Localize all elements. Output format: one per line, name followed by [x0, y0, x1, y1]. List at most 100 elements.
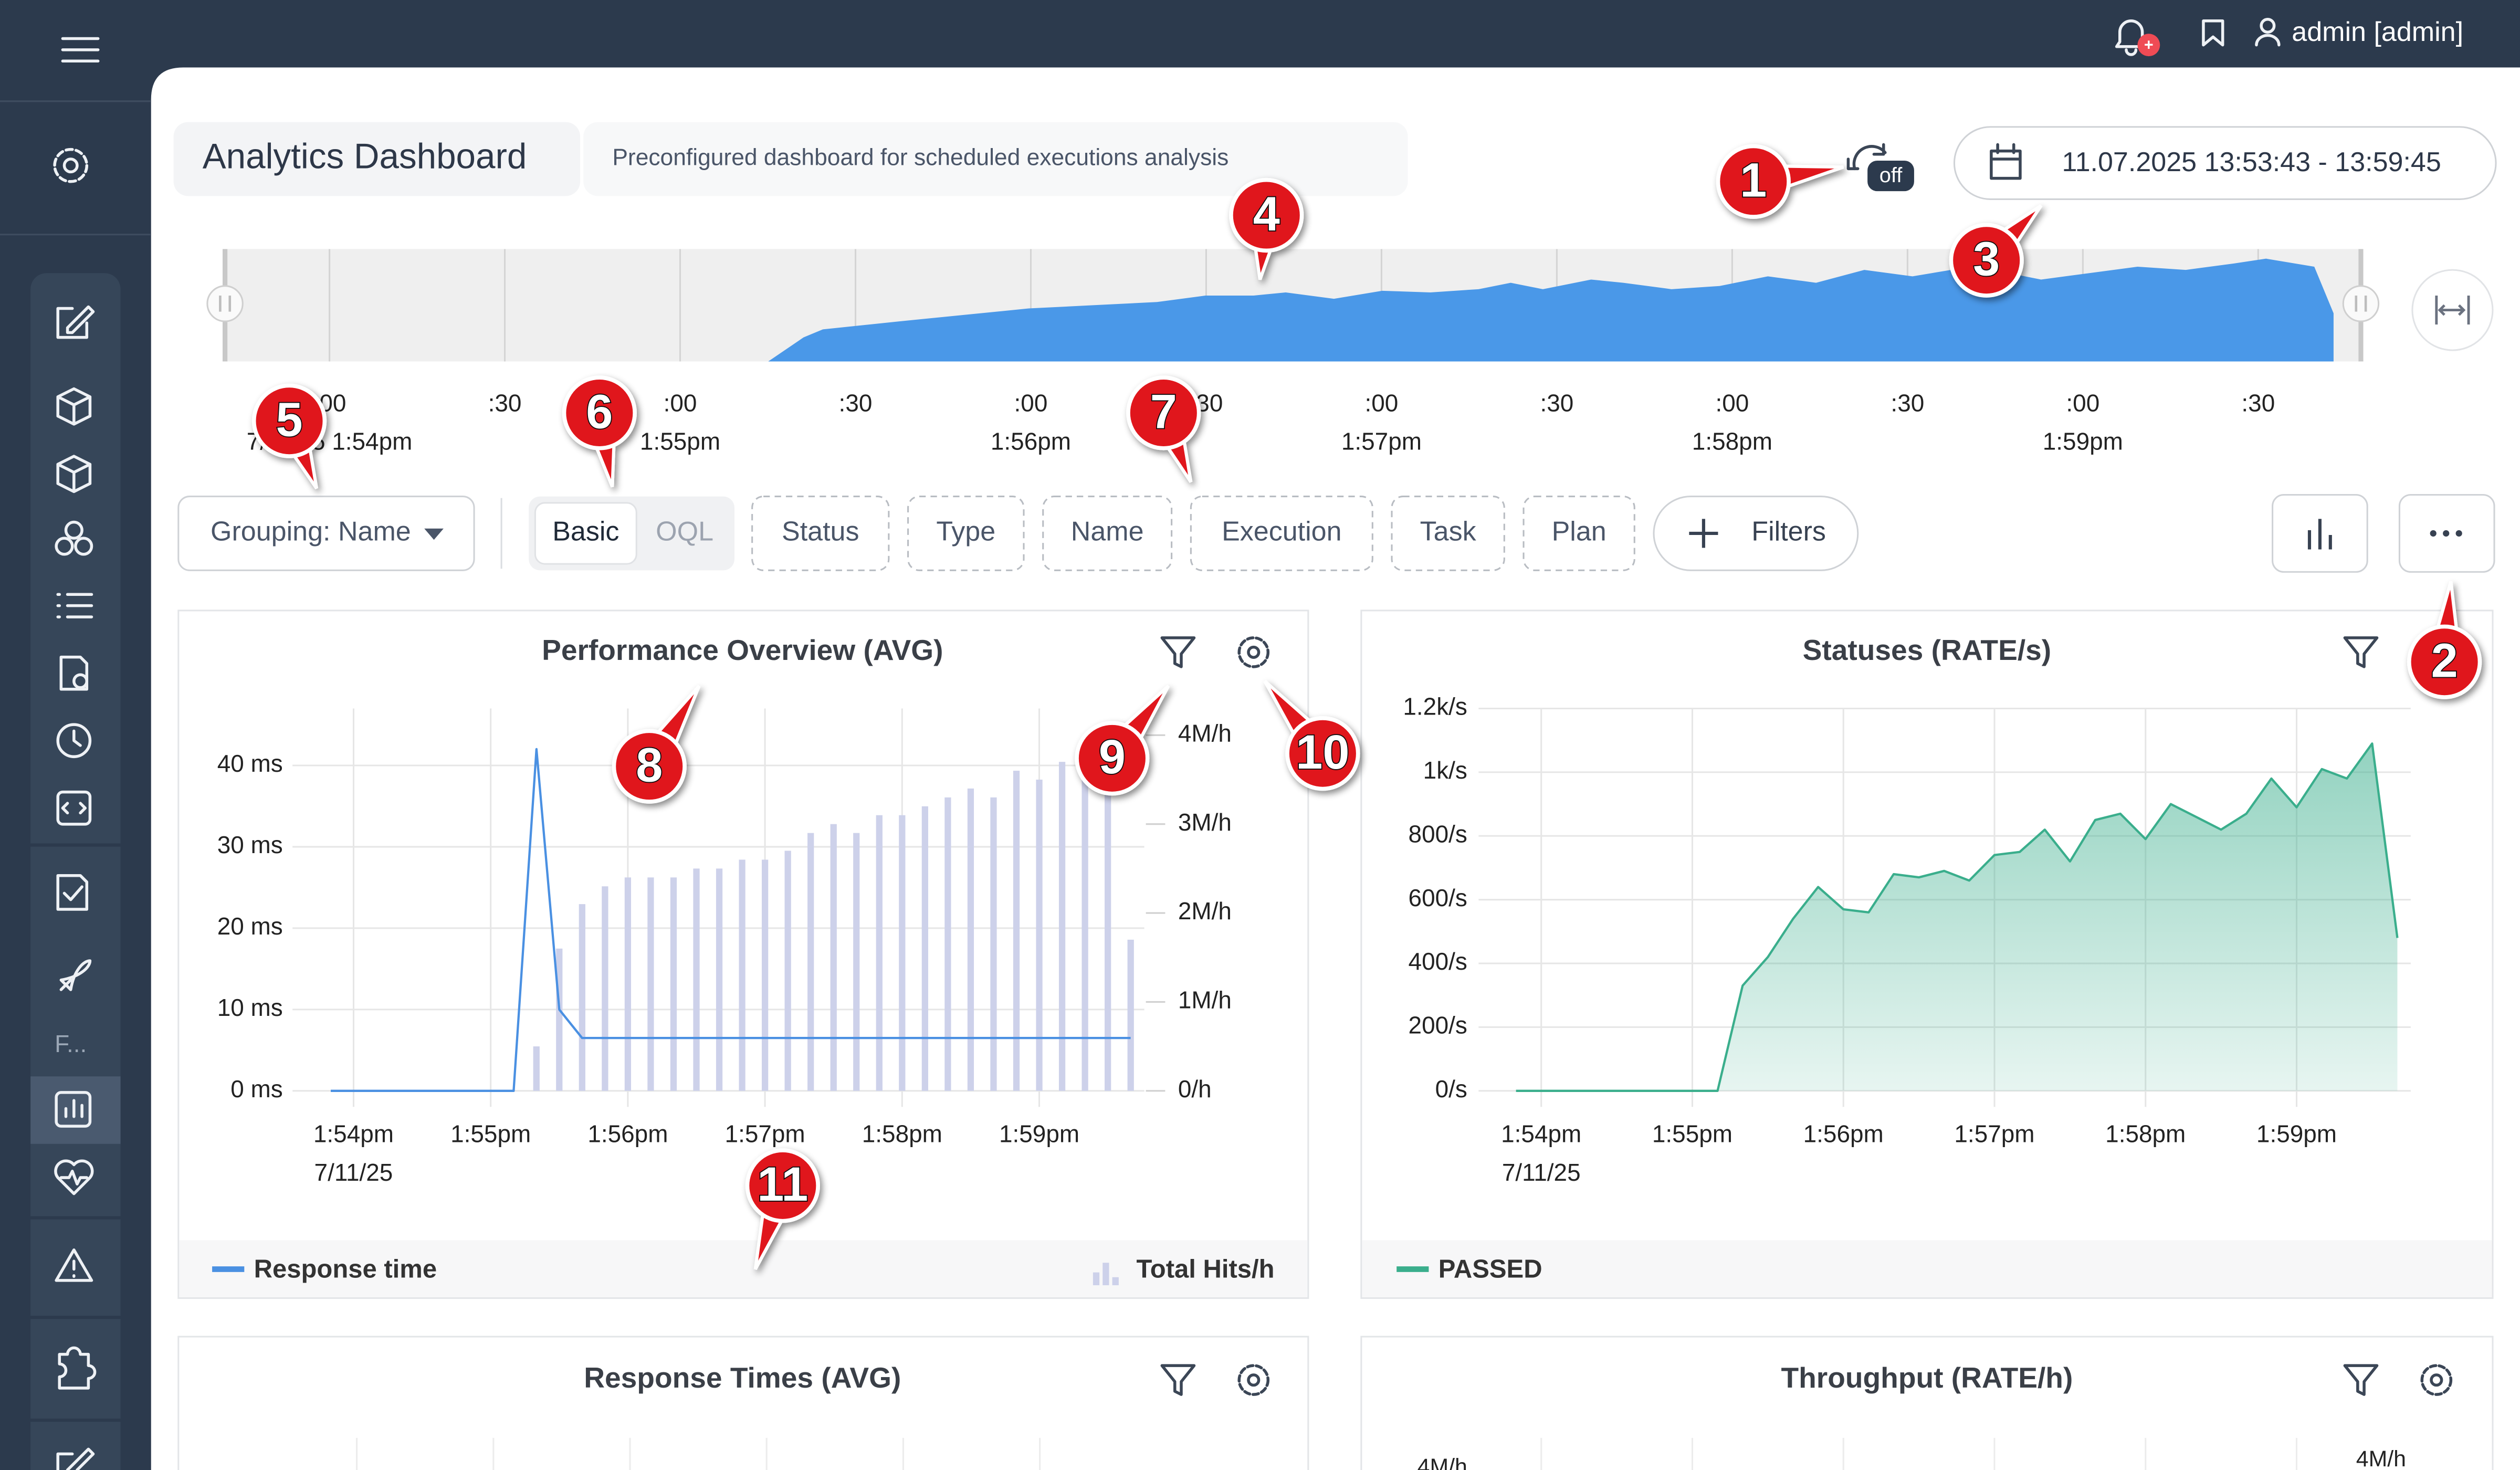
callout: 5: [251, 383, 327, 490]
bar: [807, 833, 814, 1091]
date-range-picker[interactable]: 11.07.2025 13:53:43 - 13:59:45: [1953, 126, 2497, 200]
y2-tick-label: 0/h: [1178, 1075, 1212, 1102]
nav-truncated-label[interactable]: F...: [55, 1030, 87, 1057]
add-filter-button[interactable]: Filters: [1653, 496, 1859, 571]
callout-badge: [1285, 716, 1360, 791]
panel-settings-button[interactable]: [1237, 636, 1270, 668]
filter-chip[interactable]: Plan: [1522, 496, 1635, 571]
filter-chip[interactable]: Name: [1042, 496, 1173, 571]
bar: [1105, 762, 1111, 1091]
timeline-overview-area: [768, 258, 2334, 362]
page-header: Analytics Dashboard Preconfigured dashbo…: [173, 122, 2497, 200]
mode-basic[interactable]: Basic: [552, 517, 619, 547]
callout-badge: [1716, 144, 1791, 219]
nav-edit-2[interactable]: [56, 1447, 95, 1470]
range-handle-left[interactable]: [206, 249, 244, 362]
bookmark-button[interactable]: [2202, 19, 2224, 47]
y-tick-label: 200/s: [1409, 1012, 1467, 1039]
auto-refresh-toggle[interactable]: off: [1846, 143, 1914, 192]
bar: [1082, 753, 1088, 1091]
legend-label: Response time: [254, 1255, 437, 1283]
nav-scripts[interactable]: [56, 790, 92, 826]
subtitle-card: [583, 122, 1408, 196]
filter-chip[interactable]: Execution: [1190, 496, 1373, 571]
nav-packages[interactable]: [56, 455, 92, 494]
panel-filter-button[interactable]: [1160, 1364, 1196, 1396]
nav-package[interactable]: [56, 387, 92, 426]
y2-tick-label: 1M/h: [1178, 986, 1232, 1014]
panel-title: Statuses (RATE/s): [1803, 634, 2051, 666]
nav-launch[interactable]: [59, 959, 92, 991]
bar: [990, 797, 997, 1091]
legend-label: PASSED: [1438, 1255, 1542, 1283]
panel-settings-hub: [1247, 645, 1261, 659]
panel-settings-button[interactable]: [1237, 1364, 1270, 1396]
panel-frame: [177, 1336, 1309, 1470]
timeline-tick-label: :00: [1365, 389, 1399, 416]
line: [331, 748, 1131, 1092]
bar: [899, 815, 906, 1091]
y-tick-label: 40 ms: [217, 750, 283, 777]
nav-list[interactable]: [56, 593, 93, 618]
top-bar: + admin [admin]: [61, 17, 2463, 63]
notifications-button[interactable]: +: [2115, 19, 2160, 57]
timeline-tick-label: :30: [1891, 389, 1924, 416]
more-options-button[interactable]: [2398, 494, 2495, 573]
nav-analytics[interactable]: [55, 1091, 92, 1128]
chart-view-button[interactable]: [2272, 494, 2368, 573]
bar: [1058, 762, 1066, 1091]
bar: [761, 859, 769, 1091]
timeline-tick-sublabel: 1:58pm: [1692, 428, 1772, 455]
chart: 1:54pm 1:55pm 1:56pm 1:57pm 1:58pm 1:59pm 7/11…: [1396, 636, 2411, 1283]
bar: [967, 788, 974, 1091]
mode-oql[interactable]: OQL: [656, 517, 713, 547]
filter-chip[interactable]: Task: [1391, 496, 1505, 571]
panel-filter-button[interactable]: [2343, 1364, 2379, 1396]
filter-chip-frame: [1190, 496, 1373, 571]
nav-modules[interactable]: [55, 520, 93, 556]
callout: 11: [745, 1148, 820, 1270]
panel-settings-button[interactable]: [2420, 1364, 2453, 1396]
bar: [670, 877, 677, 1091]
nav-reports[interactable]: [56, 874, 89, 911]
nav-alerts[interactable]: [55, 1248, 93, 1282]
y-tick-label: 0/s: [1435, 1075, 1467, 1102]
callout-badge: [1075, 721, 1150, 796]
y2-tick-label: 2M/h: [1178, 897, 1232, 925]
bar: [716, 868, 723, 1091]
bar: [739, 859, 746, 1091]
panel-filter-button[interactable]: [2343, 636, 2379, 668]
mode-active: [534, 502, 637, 565]
x-tick-label: 1:56pm: [587, 1120, 668, 1148]
nav-history[interactable]: [56, 723, 92, 759]
bar: [624, 877, 632, 1091]
panel-frame: [1360, 1336, 2494, 1470]
menu-button[interactable]: [61, 37, 100, 63]
notification-badge: [2137, 34, 2160, 57]
filter-chip[interactable]: Type: [907, 496, 1025, 571]
x-tick-label: 1:54pm: [1501, 1120, 1581, 1148]
panel-filter-button[interactable]: [1160, 636, 1196, 668]
date-range-text: 11.07.2025 13:53:43 - 13:59:45: [2062, 147, 2441, 177]
range-handle-right[interactable]: [2342, 249, 2380, 362]
callout-number: 5: [276, 393, 302, 447]
nav-documents[interactable]: [59, 655, 89, 691]
filter-chip-text: Type: [936, 517, 995, 547]
fit-range-button[interactable]: [2411, 269, 2494, 351]
nav-plugins[interactable]: [58, 1346, 97, 1390]
callout-number: 6: [586, 385, 613, 438]
user-menu[interactable]: admin [admin]: [2255, 17, 2463, 47]
settings-button[interactable]: [53, 148, 89, 183]
timeline-tick-label: :00: [1014, 389, 1048, 416]
legend-label: Total Hits/h: [1137, 1255, 1275, 1283]
x-tick-label: 1:54pm: [313, 1120, 394, 1148]
y-tick-label: 800/s: [1409, 820, 1467, 847]
filter-chip[interactable]: Status: [751, 496, 890, 571]
y-tick-label: 10 ms: [217, 994, 283, 1021]
nav-edit[interactable]: [56, 305, 95, 339]
callout: 9: [1075, 685, 1170, 796]
grouping-select[interactable]: Grouping: Name: [177, 496, 475, 571]
callout-number: 7: [1150, 385, 1177, 438]
x-tick-sublabel: 7/11/25: [314, 1159, 393, 1186]
nav-health[interactable]: [54, 1159, 94, 1195]
